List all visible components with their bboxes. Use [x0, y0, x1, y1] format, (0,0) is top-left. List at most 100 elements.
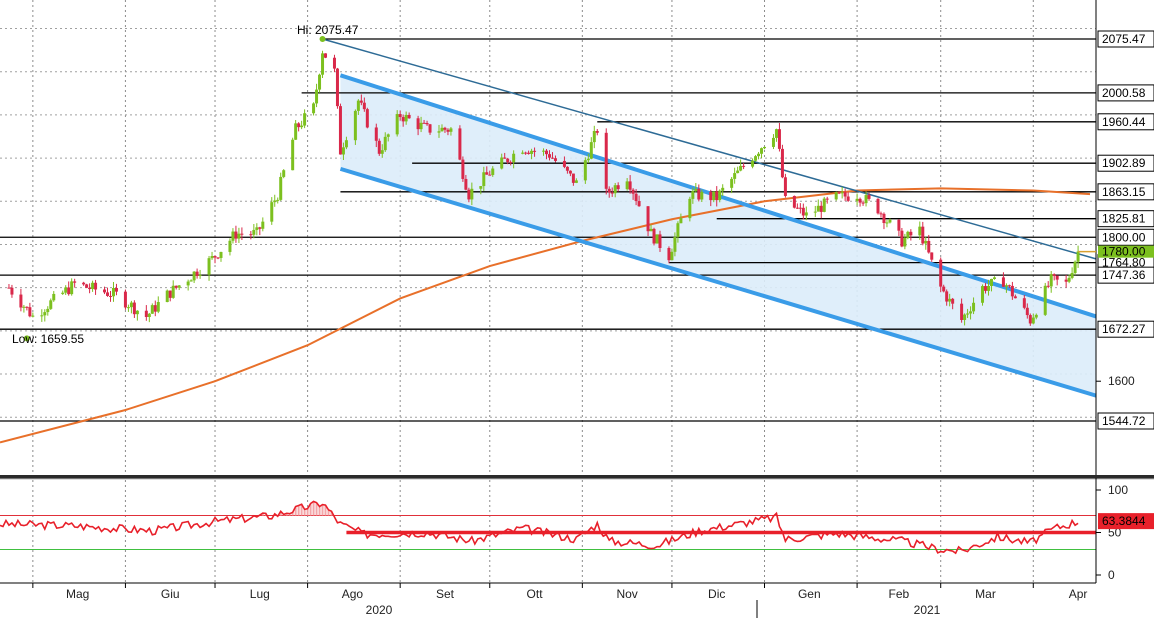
level-label: 1544.72 [1102, 414, 1146, 428]
candle-body [449, 128, 453, 132]
candle-body [446, 129, 450, 132]
x-month-label: Dic [708, 587, 725, 601]
candle-body [972, 302, 976, 312]
candle-body [321, 53, 325, 75]
x-month-label: Apr [1069, 587, 1088, 601]
candle-body [404, 114, 408, 122]
candle-body [670, 251, 674, 261]
candle-body [213, 256, 217, 258]
candle-body [963, 314, 967, 320]
candle-body [942, 286, 946, 292]
candle-body [231, 231, 235, 241]
candle-body [783, 177, 787, 196]
candle-body [273, 200, 277, 203]
candle-body [386, 134, 390, 137]
candle-body [1052, 274, 1056, 276]
level-label: 1672.27 [1102, 322, 1146, 336]
candle-body [156, 302, 160, 312]
level-label-box [1097, 210, 1154, 228]
candle-body [676, 223, 680, 237]
candle-body [240, 233, 244, 235]
level-label-box [1097, 320, 1154, 338]
candle-body [966, 313, 970, 315]
candle-body [1046, 285, 1050, 287]
candle-body [276, 199, 280, 201]
candle-body [383, 136, 387, 151]
candle-body [992, 277, 996, 279]
candle-body [550, 157, 554, 159]
candle-body [521, 152, 525, 154]
candle-body [7, 287, 11, 289]
candle-body [882, 213, 886, 224]
candle-body [1049, 274, 1053, 287]
candle-body [801, 207, 805, 216]
candle-body [344, 140, 348, 148]
level-label: 2000.58 [1102, 86, 1146, 100]
candle-body [655, 234, 659, 244]
candle-body [697, 188, 701, 200]
candle-body [885, 222, 889, 224]
candle-body [989, 278, 993, 286]
candle-body [721, 187, 725, 191]
candle-body [855, 198, 859, 201]
x-month-label: Mag [66, 587, 89, 601]
candle-body [1007, 285, 1011, 287]
candle-body [637, 201, 641, 207]
candle-body [542, 150, 546, 152]
candle-body [780, 148, 784, 178]
candle-body [694, 188, 698, 192]
rsi-last-value-box [1098, 513, 1154, 530]
candle-body [571, 173, 575, 183]
candle-body [252, 229, 256, 235]
x-month-label: Set [436, 587, 455, 601]
candle-body [903, 238, 907, 247]
candle-body [613, 185, 617, 194]
candle-body [553, 158, 557, 161]
candle-body [918, 226, 922, 236]
candle-body [813, 211, 817, 213]
candle-body [691, 191, 695, 199]
level-label: 1747.36 [1102, 268, 1146, 282]
candle-body [906, 231, 910, 239]
candle-body [467, 189, 471, 200]
candle-body [126, 307, 130, 309]
year-label-2021: 2021 [914, 603, 941, 617]
candle-body [461, 159, 465, 179]
candle-body [52, 293, 56, 301]
channel-fill [340, 75, 1096, 396]
candle-body [419, 122, 423, 130]
candle-body [85, 284, 89, 288]
candle-body [153, 305, 157, 312]
candle-body [129, 302, 133, 308]
candle-body [374, 127, 378, 141]
candle-body [506, 158, 510, 163]
candle-body [951, 298, 955, 304]
x-month-label: Ago [342, 587, 364, 601]
candle-body [294, 123, 298, 140]
candle-body [733, 173, 737, 179]
candle-body [82, 282, 86, 285]
candles [7, 50, 1080, 326]
candle-body [380, 150, 384, 154]
candle-body [482, 172, 486, 187]
candle-body [353, 110, 357, 141]
candle-body [634, 193, 638, 202]
rsi-line [0, 500, 1079, 555]
candle-body [207, 258, 211, 275]
candle-body [718, 190, 722, 201]
candle-body [219, 251, 223, 258]
candle-body [948, 298, 952, 302]
candle-body [530, 150, 534, 154]
low-annotation: Low: 1659.55 [12, 332, 84, 346]
candle-body [279, 176, 283, 200]
candle-body [31, 315, 35, 317]
candle-body [332, 57, 336, 69]
candle-body [736, 170, 740, 174]
level-label: 1825.81 [1102, 212, 1146, 226]
candle-body [335, 68, 339, 107]
candle-body [249, 234, 253, 236]
candle-body [1067, 277, 1071, 282]
candle-body [147, 313, 151, 318]
candle-body [94, 282, 98, 290]
x-month-label: Mar [975, 587, 996, 601]
